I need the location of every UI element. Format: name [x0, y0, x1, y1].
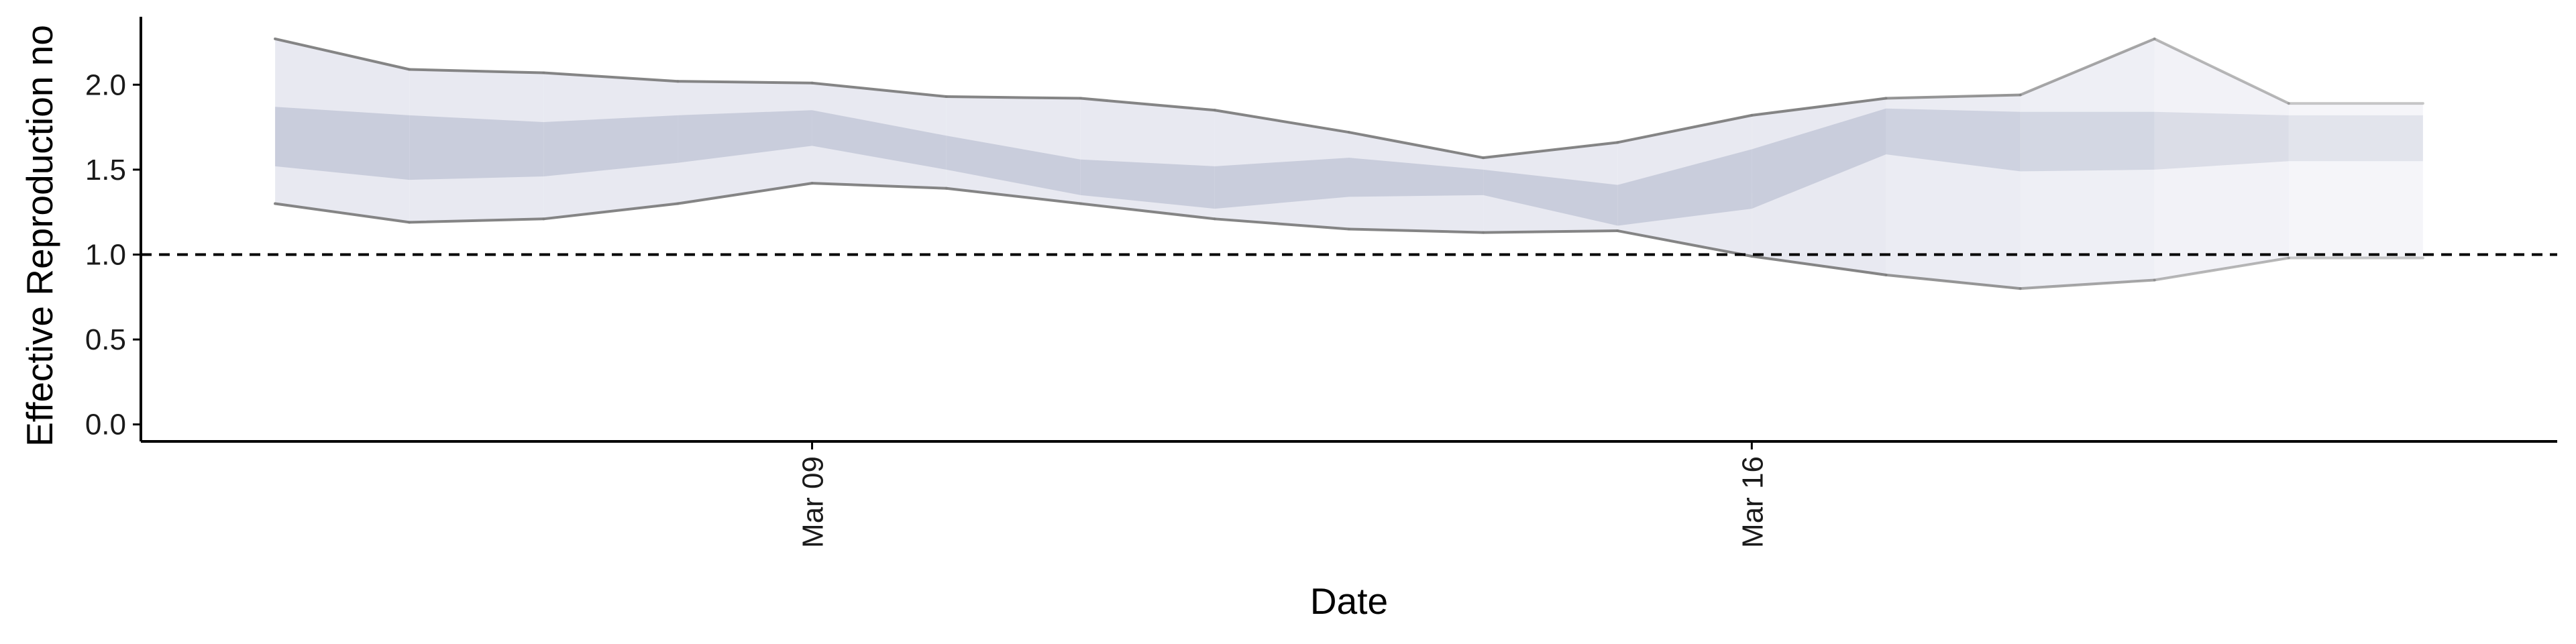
- upper-bound-segment: [810, 81, 948, 99]
- upper-bound-segment: [408, 68, 545, 74]
- inner-interval-segment: [1214, 158, 1349, 209]
- upper-bound-segment: [1616, 113, 1754, 144]
- lower-bound-segment: [1348, 227, 1485, 234]
- inner-interval-segment: [1483, 169, 1618, 226]
- lower-bound-segment: [1213, 217, 1350, 231]
- upper-bound-segment: [1884, 93, 2022, 100]
- inner-interval-segment: [812, 110, 947, 170]
- upper-bound-segment: [1482, 141, 1619, 160]
- upper-bound-segment: [2019, 37, 2156, 97]
- upper-bound-segment: [1079, 97, 1216, 112]
- inner-interval-segment: [946, 136, 1081, 195]
- x-tick-label: Mar 09: [797, 456, 830, 548]
- x-axis-title: Date: [1310, 580, 1388, 622]
- lower-bound-segment: [1750, 255, 1888, 276]
- inner-interval-segment: [2020, 111, 2155, 172]
- upper-bound-segment: [542, 71, 680, 83]
- y-tick-label: 1.5: [85, 154, 126, 186]
- y-tick-label: 2.0: [85, 68, 126, 101]
- inner-interval-segment: [1349, 158, 1484, 197]
- bands-layer: [275, 38, 2423, 289]
- lower-bound-segment: [676, 182, 814, 205]
- upper-bound-segment: [945, 95, 1082, 100]
- y-tick-label: 0.5: [85, 323, 126, 356]
- upper-bound-segment: [1348, 131, 1485, 160]
- inner-interval-segment: [1886, 108, 2021, 172]
- inner-interval-segment: [543, 115, 678, 177]
- lower-bound-segment: [542, 202, 680, 221]
- lower-bound-segment: [1616, 229, 1754, 258]
- upper-bound-segment: [2153, 37, 2290, 105]
- inner-interval-segment: [2288, 115, 2423, 162]
- inner-interval-segment: [1617, 149, 1752, 226]
- inner-interval-segment: [409, 115, 544, 180]
- y-ticks-layer: 0.0 0.5 1.0 1.5 2.0: [85, 68, 141, 441]
- bounds-layer: [274, 37, 2424, 290]
- y-tick-label: 0.0: [85, 409, 126, 441]
- lower-bound-segment: [274, 202, 411, 224]
- inner-interval-segment: [2154, 111, 2289, 170]
- lower-bound-segment: [2019, 278, 2156, 290]
- x-tick-label: Mar 16: [1736, 456, 1769, 548]
- lower-bound-segment: [1884, 273, 2022, 290]
- lower-bound-segment: [810, 182, 948, 190]
- inner-interval-segment: [275, 107, 410, 180]
- lower-bound-segment: [408, 217, 545, 224]
- lower-bound-segment: [945, 186, 1082, 205]
- inner-interval-segment: [678, 110, 812, 163]
- lower-bound-segment: [1079, 202, 1216, 221]
- outer-interval-segment: [2288, 103, 2423, 258]
- inner-interval-segment: [1080, 159, 1215, 209]
- upper-bound-segment: [274, 37, 411, 71]
- y-axis-title: Effective Reproduction no: [19, 25, 60, 447]
- upper-bound-segment: [1750, 97, 1888, 117]
- lower-bound-segment: [2153, 256, 2290, 282]
- lower-bound-segment: [1482, 229, 1619, 234]
- upper-bound-segment: [676, 80, 814, 85]
- y-tick-label: 1.0: [85, 238, 126, 271]
- upper-bound-segment: [1213, 109, 1350, 134]
- x-ticks-layer: Mar 09 Mar 16: [797, 441, 1769, 548]
- inner-interval-segment: [1752, 108, 1886, 209]
